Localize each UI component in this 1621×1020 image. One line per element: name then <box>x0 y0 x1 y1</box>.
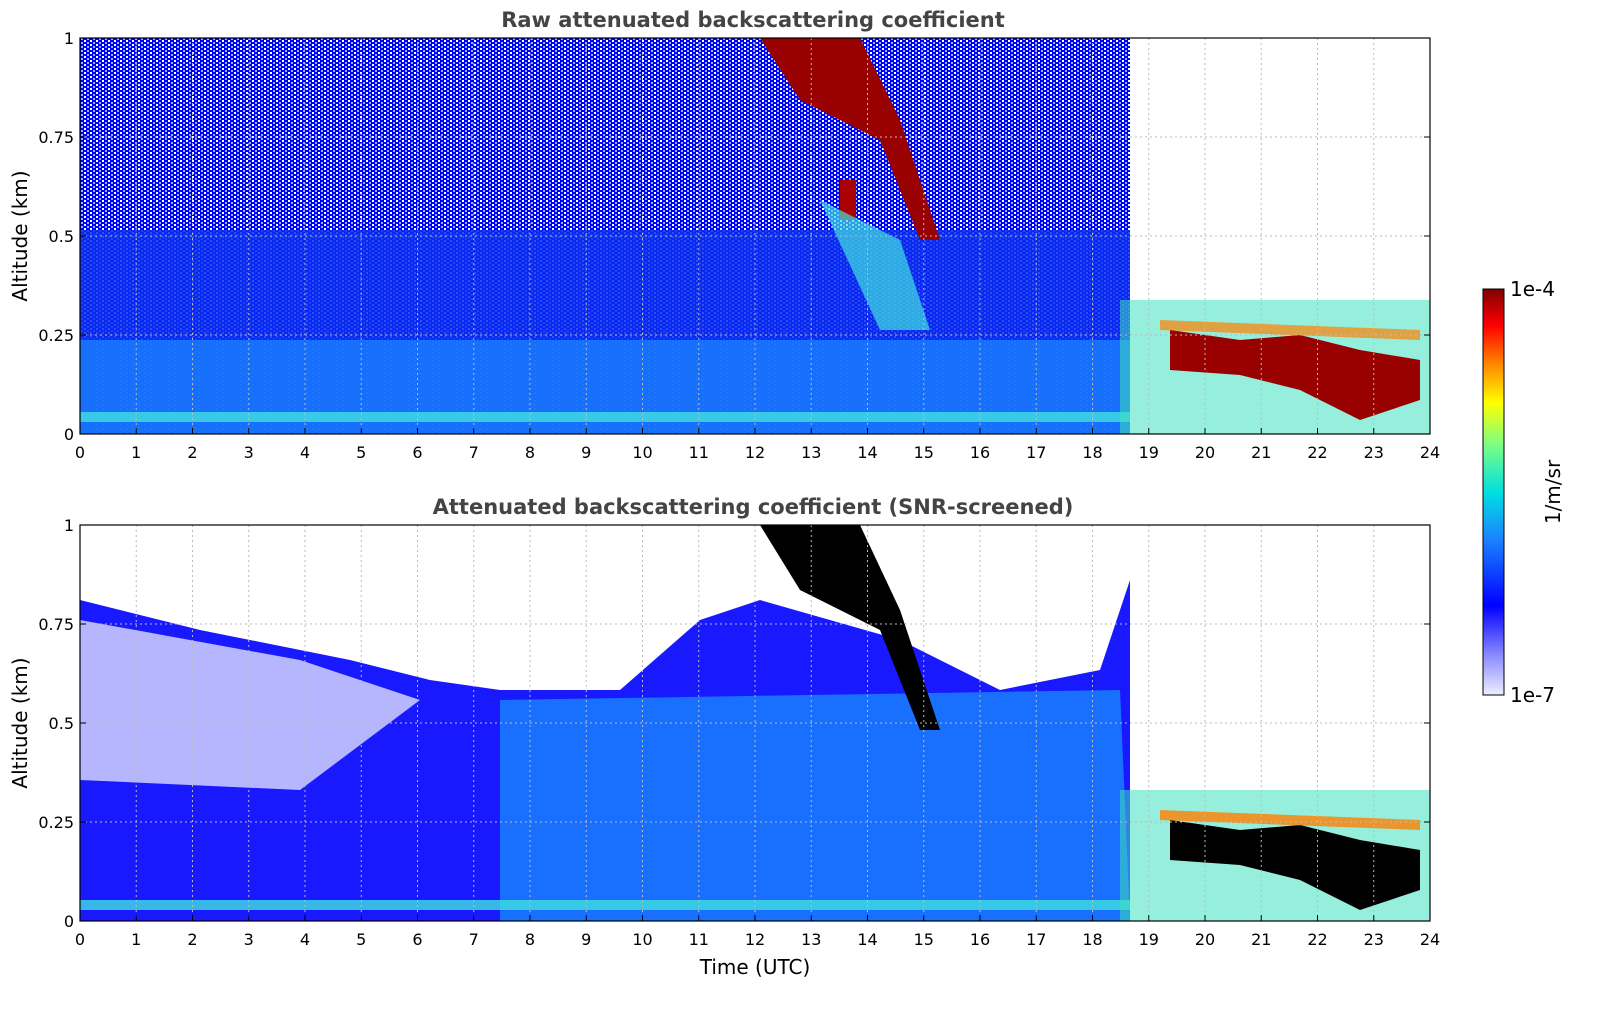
colorbar-min-label: 1e-7 <box>1510 683 1555 707</box>
y-tick-label: 0.5 <box>49 227 74 246</box>
surface-band <box>80 412 1130 422</box>
x-tick-label: 16 <box>970 443 990 462</box>
x-tick-label: 13 <box>801 930 821 949</box>
x-tick-label: 14 <box>857 443 877 462</box>
x-tick-label: 11 <box>689 930 709 949</box>
x-tick-label: 22 <box>1307 443 1327 462</box>
x-tick-label: 12 <box>745 930 765 949</box>
x-tick-label: 15 <box>914 930 934 949</box>
low-cloud <box>1170 820 1420 910</box>
x-tick-label: 9 <box>581 443 591 462</box>
x-tick-label: 3 <box>244 930 254 949</box>
x-tick-label: 10 <box>632 930 652 949</box>
x-ticks: 0 1 2 3 4 5 6 7 8 9 10 11 12 13 14 15 16 17 18 19 20 21 22 23 24 <box>75 915 1440 949</box>
x-tick-label: 19 <box>1139 930 1159 949</box>
grid <box>80 38 1430 434</box>
x-tick-label: 7 <box>469 443 479 462</box>
x-tick-label: 22 <box>1307 930 1327 949</box>
x-tick-label: 16 <box>970 930 990 949</box>
y-tick-label: 0.5 <box>49 714 74 733</box>
x-tick-label: 4 <box>300 443 310 462</box>
x-tick-label: 7 <box>469 930 479 949</box>
y-tick-label: 0.75 <box>38 128 74 147</box>
cloud-patch <box>840 180 856 220</box>
x-tick-label: 17 <box>1026 930 1046 949</box>
y-tick-label: 0.25 <box>38 813 74 832</box>
colorbar-scale <box>1482 288 1505 696</box>
x-tick-label: 2 <box>187 443 197 462</box>
y-ticks: 0 0.25 0.5 0.75 1 <box>38 516 1430 931</box>
panel-raw: Raw attenuated backscattering coefficien… <box>8 8 1440 462</box>
x-tick-label: 0 <box>75 930 85 949</box>
x-tick-label: 5 <box>356 930 366 949</box>
grid <box>80 525 1430 921</box>
x-tick-label: 24 <box>1420 930 1440 949</box>
saturated-cloud <box>760 525 940 730</box>
x-tick-label: 5 <box>356 443 366 462</box>
low-cloud <box>1170 330 1420 420</box>
x-tick-label: 13 <box>801 443 821 462</box>
x-tick-label: 0 <box>75 443 85 462</box>
x-tick-label: 23 <box>1364 930 1384 949</box>
x-tick-label: 2 <box>187 930 197 949</box>
x-tick-label: 12 <box>745 443 765 462</box>
x-tick-label: 4 <box>300 930 310 949</box>
x-tick-label: 19 <box>1139 443 1159 462</box>
x-axis-label: Time (UTC) <box>699 955 811 979</box>
x-tick-label: 23 <box>1364 443 1384 462</box>
x-tick-label: 21 <box>1251 930 1271 949</box>
x-tick-label: 10 <box>632 443 652 462</box>
colorbar: 1e-4 1e-7 1/m/sr <box>1482 277 1565 707</box>
x-tick-label: 6 <box>412 930 422 949</box>
panel-title: Attenuated backscattering coefficient (S… <box>433 495 1074 519</box>
x-tick-label: 20 <box>1195 443 1215 462</box>
x-tick-label: 24 <box>1420 443 1440 462</box>
panel-title: Raw attenuated backscattering coefficien… <box>501 8 1005 32</box>
x-tick-label: 1 <box>131 930 141 949</box>
y-tick-label: 0 <box>64 425 74 444</box>
y-tick-label: 1 <box>64 29 74 48</box>
y-tick-label: 1 <box>64 516 74 535</box>
x-tick-label: 18 <box>1082 930 1102 949</box>
near-surface-layer <box>500 690 1130 921</box>
panel-snr-screened: Attenuated backscattering coefficient (S… <box>8 495 1440 979</box>
x-tick-label: 14 <box>857 930 877 949</box>
x-tick-label: 9 <box>581 930 591 949</box>
x-tick-label: 11 <box>689 443 709 462</box>
plume <box>820 200 930 330</box>
y-axis-label: Altitude (km) <box>8 170 32 301</box>
x-tick-label: 15 <box>914 443 934 462</box>
x-ticks: 0 1 2 3 4 5 6 7 8 9 10 11 12 13 14 15 16 17 18 19 20 21 22 23 24 <box>75 428 1440 462</box>
y-ticks: 0 0.25 0.5 0.75 1 <box>38 29 1430 444</box>
y-tick-label: 0.75 <box>38 615 74 634</box>
colorbar-max-label: 1e-4 <box>1510 277 1555 301</box>
y-tick-label: 0 <box>64 912 74 931</box>
x-tick-label: 20 <box>1195 930 1215 949</box>
x-tick-label: 18 <box>1082 443 1102 462</box>
x-tick-label: 3 <box>244 443 254 462</box>
x-tick-label: 21 <box>1251 443 1271 462</box>
x-tick-label: 8 <box>525 443 535 462</box>
cloud-top-edge <box>1160 810 1420 830</box>
cloud-layer <box>760 38 940 240</box>
x-tick-label: 8 <box>525 930 535 949</box>
x-tick-label: 17 <box>1026 443 1046 462</box>
x-tick-label: 1 <box>131 443 141 462</box>
low-snr-region <box>80 620 420 790</box>
y-tick-label: 0.25 <box>38 326 74 345</box>
colorbar-label: 1/m/sr <box>1541 459 1565 524</box>
x-tick-label: 6 <box>412 443 422 462</box>
surface-band <box>80 900 1130 910</box>
y-axis-label: Altitude (km) <box>8 657 32 788</box>
